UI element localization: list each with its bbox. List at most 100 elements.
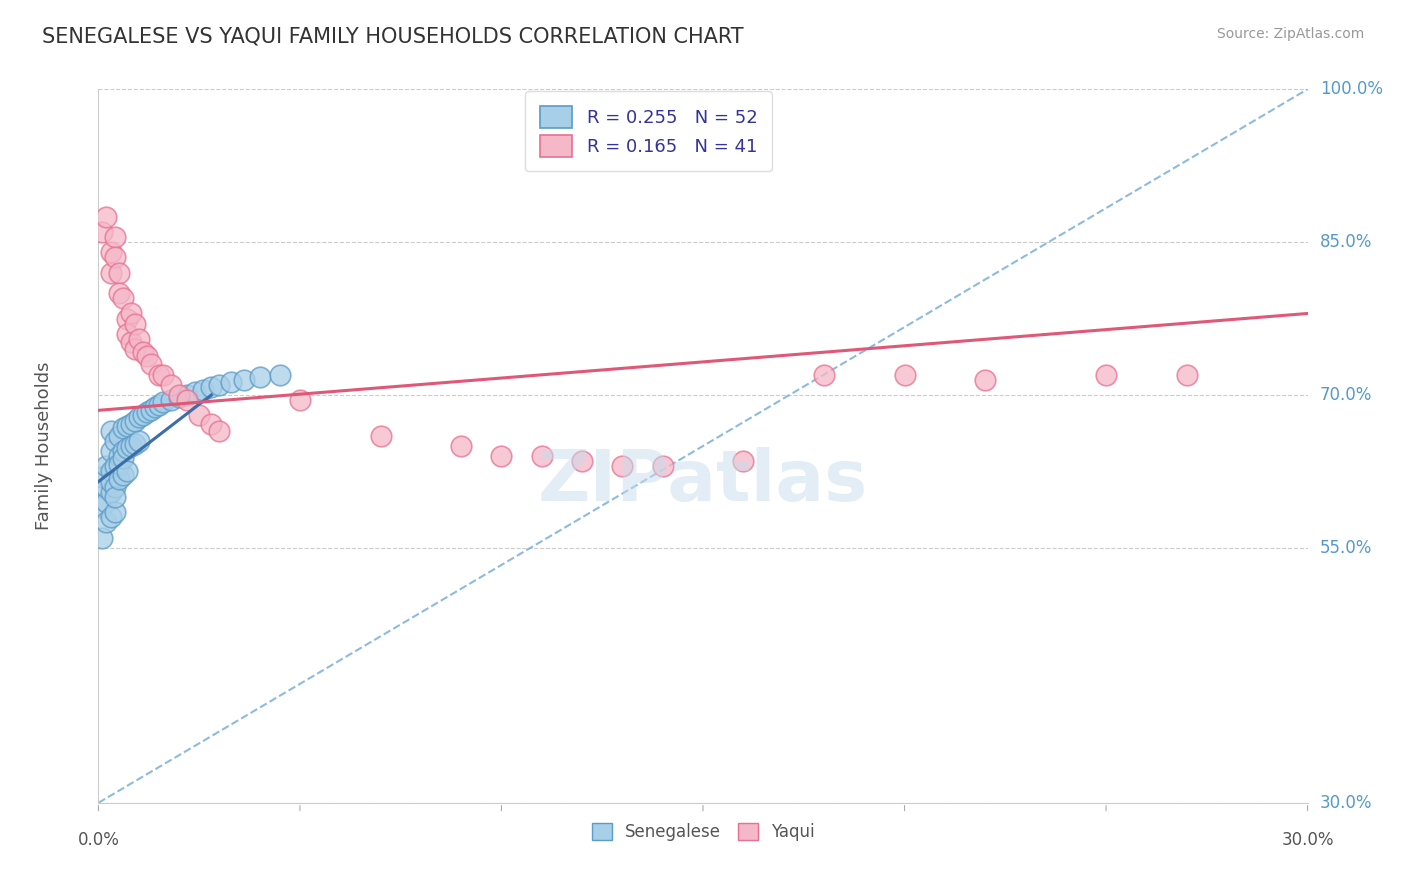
Point xyxy=(111,451,134,466)
Point xyxy=(115,465,138,479)
Point xyxy=(103,505,125,519)
Point xyxy=(100,424,122,438)
Point xyxy=(124,413,146,427)
Text: Source: ZipAtlas.com: Source: ZipAtlas.com xyxy=(1216,27,1364,41)
Point xyxy=(160,377,183,392)
Point xyxy=(176,393,198,408)
Point xyxy=(893,368,915,382)
Point xyxy=(733,454,755,468)
Point xyxy=(100,484,122,499)
Point xyxy=(232,373,254,387)
Point xyxy=(120,334,142,349)
Point xyxy=(249,369,271,384)
Point xyxy=(107,266,129,280)
Point xyxy=(91,225,114,239)
Point xyxy=(139,358,162,372)
Point xyxy=(135,405,157,419)
Text: 100.0%: 100.0% xyxy=(1320,80,1382,98)
Point xyxy=(167,390,190,404)
Point xyxy=(91,500,114,515)
Point xyxy=(111,444,134,458)
Point xyxy=(132,345,155,359)
Point xyxy=(491,449,513,463)
Point xyxy=(96,480,118,494)
Point xyxy=(160,393,183,408)
Point xyxy=(167,388,190,402)
Point xyxy=(91,531,114,545)
Point xyxy=(107,286,129,301)
Point xyxy=(143,401,166,415)
Point xyxy=(103,480,125,494)
Point xyxy=(103,459,125,474)
Point xyxy=(152,395,174,409)
Point xyxy=(1095,368,1118,382)
Text: Family Households: Family Households xyxy=(35,362,53,530)
Point xyxy=(184,384,207,399)
Point xyxy=(208,424,231,438)
Point xyxy=(571,454,593,468)
Point xyxy=(100,444,122,458)
Point xyxy=(148,398,170,412)
Point xyxy=(96,516,118,530)
Point xyxy=(111,420,134,434)
Point xyxy=(124,437,146,451)
Point xyxy=(111,291,134,305)
Point xyxy=(208,377,231,392)
Point xyxy=(612,459,634,474)
Point xyxy=(91,469,114,483)
Point xyxy=(128,332,150,346)
Point xyxy=(152,368,174,382)
Point xyxy=(139,403,162,417)
Point xyxy=(124,317,146,331)
Point xyxy=(370,429,392,443)
Point xyxy=(128,410,150,425)
Text: 30.0%: 30.0% xyxy=(1320,794,1372,812)
Point xyxy=(100,266,122,280)
Point xyxy=(120,306,142,320)
Point xyxy=(450,439,472,453)
Point xyxy=(96,495,118,509)
Text: 30.0%: 30.0% xyxy=(1281,831,1334,849)
Point xyxy=(103,230,125,244)
Point xyxy=(651,459,673,474)
Legend: Senegalese, Yaqui: Senegalese, Yaqui xyxy=(585,816,821,848)
Point xyxy=(221,375,243,389)
Point xyxy=(1175,368,1198,382)
Point xyxy=(107,458,129,472)
Point xyxy=(124,342,146,356)
Point xyxy=(107,429,129,443)
Point xyxy=(176,388,198,402)
Point xyxy=(813,368,835,382)
Point xyxy=(120,417,142,431)
Point xyxy=(103,490,125,504)
Point xyxy=(200,417,222,431)
Point xyxy=(115,418,138,433)
Point xyxy=(96,210,118,224)
Point xyxy=(128,434,150,448)
Point xyxy=(115,311,138,326)
Text: 85.0%: 85.0% xyxy=(1320,233,1372,252)
Point xyxy=(115,326,138,341)
Point xyxy=(100,475,122,489)
Text: 70.0%: 70.0% xyxy=(1320,386,1372,404)
Point xyxy=(530,449,553,463)
Point xyxy=(200,380,222,394)
Point xyxy=(132,409,155,423)
Point xyxy=(111,467,134,482)
Point xyxy=(974,373,997,387)
Text: 55.0%: 55.0% xyxy=(1320,539,1372,557)
Point xyxy=(135,349,157,363)
Point xyxy=(193,383,215,397)
Point xyxy=(107,449,129,463)
Text: 0.0%: 0.0% xyxy=(77,831,120,849)
Point xyxy=(115,441,138,455)
Point xyxy=(103,434,125,448)
Point xyxy=(103,251,125,265)
Point xyxy=(96,459,118,474)
Point xyxy=(120,439,142,453)
Point xyxy=(269,368,291,382)
Point xyxy=(288,393,311,408)
Point xyxy=(107,472,129,486)
Point xyxy=(100,510,122,524)
Text: SENEGALESE VS YAQUI FAMILY HOUSEHOLDS CORRELATION CHART: SENEGALESE VS YAQUI FAMILY HOUSEHOLDS CO… xyxy=(42,27,744,46)
